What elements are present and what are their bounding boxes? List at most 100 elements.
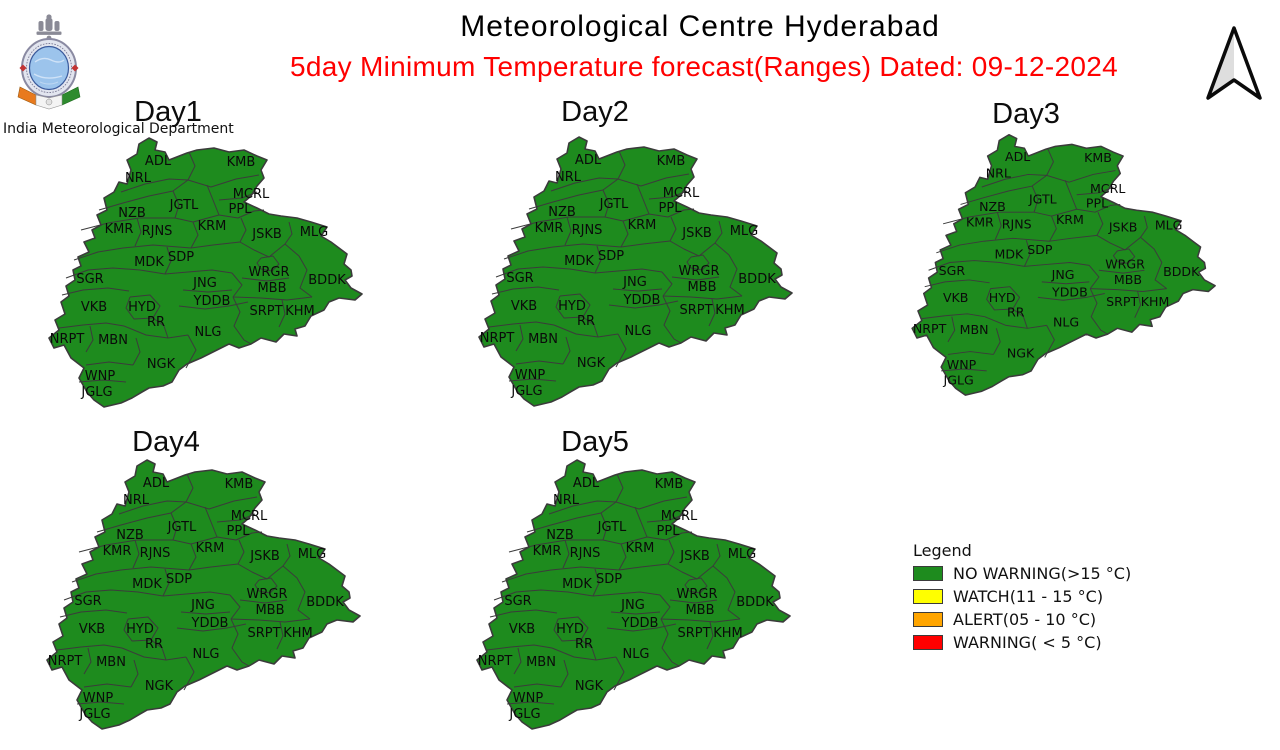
district-boundary: [1090, 288, 1167, 293]
district-label-rjns: RJNS: [140, 546, 171, 561]
day1-title: Day1: [134, 96, 202, 128]
district-boundary: [120, 178, 189, 193]
district-boundary: [562, 539, 570, 569]
district-label-nlg: NLG: [192, 647, 219, 662]
district-boundary: [503, 243, 622, 260]
day2-title: Day2: [561, 96, 629, 128]
legend-item-warning: WARNING( < 5 °C): [913, 633, 1131, 652]
district-label-mcrl: MCRL: [1090, 181, 1125, 196]
district-boundary: [508, 378, 557, 382]
district-boundary: [662, 295, 743, 300]
district-label-mbn: MBN: [528, 332, 558, 347]
district-boundary: [706, 621, 714, 650]
district-boundary: [204, 506, 218, 538]
district-label-wnp: WNP: [85, 369, 116, 384]
district-boundary: [594, 268, 663, 274]
district-boundary: [76, 701, 125, 705]
district-boundary: [1088, 265, 1100, 289]
district-boundary: [176, 623, 247, 632]
district-boundary: [551, 647, 617, 661]
district-boundary: [947, 316, 956, 343]
district-boundary: [65, 267, 166, 279]
district-boundary: [1031, 185, 1039, 213]
district-boundary: [646, 531, 693, 541]
district-boundary: [684, 577, 708, 594]
district-boundary: [960, 175, 1047, 205]
district-boundary: [162, 568, 170, 597]
district-label-nrpt: NRPT: [480, 331, 515, 346]
district-label-ngk: NGK: [575, 679, 604, 694]
district-boundary: [239, 241, 286, 258]
district-label-srpt: SRPT: [247, 626, 280, 641]
district-label-yddb: YDDB: [621, 616, 659, 631]
district-boundary: [1044, 325, 1055, 358]
district-label-jgtl: JGTL: [599, 197, 629, 212]
district-boundary: [667, 539, 675, 565]
district-label-krm: KRM: [196, 541, 225, 556]
district-label-adl: ADL: [575, 153, 602, 168]
district-boundary: [562, 336, 571, 365]
district-label-mcrl: MCRL: [663, 186, 700, 201]
district-boundary: [1140, 215, 1148, 238]
district-label-jglg: JGLG: [508, 707, 540, 722]
district-label-srpt: SRPT: [677, 626, 710, 641]
district-label-khm: KHM: [713, 626, 743, 641]
district-boundary: [183, 656, 195, 691]
district-boundary: [132, 337, 141, 366]
district-boundary: [921, 313, 985, 320]
district-boundary: [634, 506, 648, 538]
district-boundary: [714, 220, 723, 244]
district-label-mlg: MLG: [298, 547, 327, 562]
district-boundary: [1112, 248, 1136, 264]
district-boundary: [501, 566, 620, 583]
district-boundary: [182, 289, 233, 293]
district-boundary: [1023, 240, 1031, 267]
legend-item-alert: ALERT(05 - 10 °C): [913, 610, 1131, 629]
district-label-srpt: SRPT: [679, 303, 712, 318]
agency-label: India Meteorological Department: [3, 121, 234, 137]
district-label-mlg: MLG: [1155, 218, 1183, 233]
district-label-wrgr: WRGR: [249, 265, 290, 280]
district-label-nrpt: NRPT: [478, 654, 513, 669]
district-boundary: [231, 272, 243, 298]
district-label-krm: KRM: [628, 218, 657, 233]
district-label-rjns: RJNS: [142, 224, 173, 239]
district-label-yddb: YDDB: [1051, 284, 1088, 299]
district-label-hyd: HYD: [989, 290, 1016, 305]
district-label-sdp: SDP: [166, 572, 192, 587]
district-boundary: [187, 174, 260, 188]
district-label-mlg: MLG: [730, 224, 759, 239]
district-boundary: [1049, 234, 1098, 242]
district-label-ppl: PPL: [227, 524, 251, 539]
district-boundary: [170, 512, 178, 541]
district-label-rjns: RJNS: [572, 223, 603, 238]
district-boundary: [560, 659, 569, 688]
district-label-khm: KHM: [715, 303, 745, 318]
district-boundary: [1037, 292, 1105, 301]
district-label-nlg: NLG: [624, 324, 651, 339]
district-boundary: [1024, 262, 1090, 267]
district-boundary: [608, 300, 679, 309]
district-boundary: [73, 244, 192, 261]
district-boundary: [1041, 281, 1090, 285]
district-label-ppl: PPL: [659, 201, 683, 216]
district-label-hyd: HYD: [558, 299, 586, 314]
district-boundary: [712, 565, 741, 620]
district-boundary: [282, 543, 291, 567]
district-label-jglg: JGLG: [510, 384, 542, 399]
district-label-rjns: RJNS: [570, 546, 601, 561]
district-label-rr: RR: [577, 314, 595, 329]
district-label-jgtl: JGTL: [169, 198, 199, 213]
district-label-wnp: WNP: [515, 368, 546, 383]
district-boundary: [528, 178, 619, 210]
day5-title: Day5: [561, 426, 629, 458]
district-label-jgtl: JGTL: [167, 520, 197, 535]
district-label-bddk: BDDK: [736, 595, 774, 610]
district-boundary: [230, 618, 311, 623]
district-label-mcrl: MCRL: [233, 187, 270, 202]
district-boundary: [1076, 186, 1114, 196]
district-boundary: [172, 190, 180, 219]
district-label-jskb: JSKB: [679, 549, 710, 564]
district-boundary: [669, 240, 716, 257]
district-boundary: [1096, 211, 1104, 236]
